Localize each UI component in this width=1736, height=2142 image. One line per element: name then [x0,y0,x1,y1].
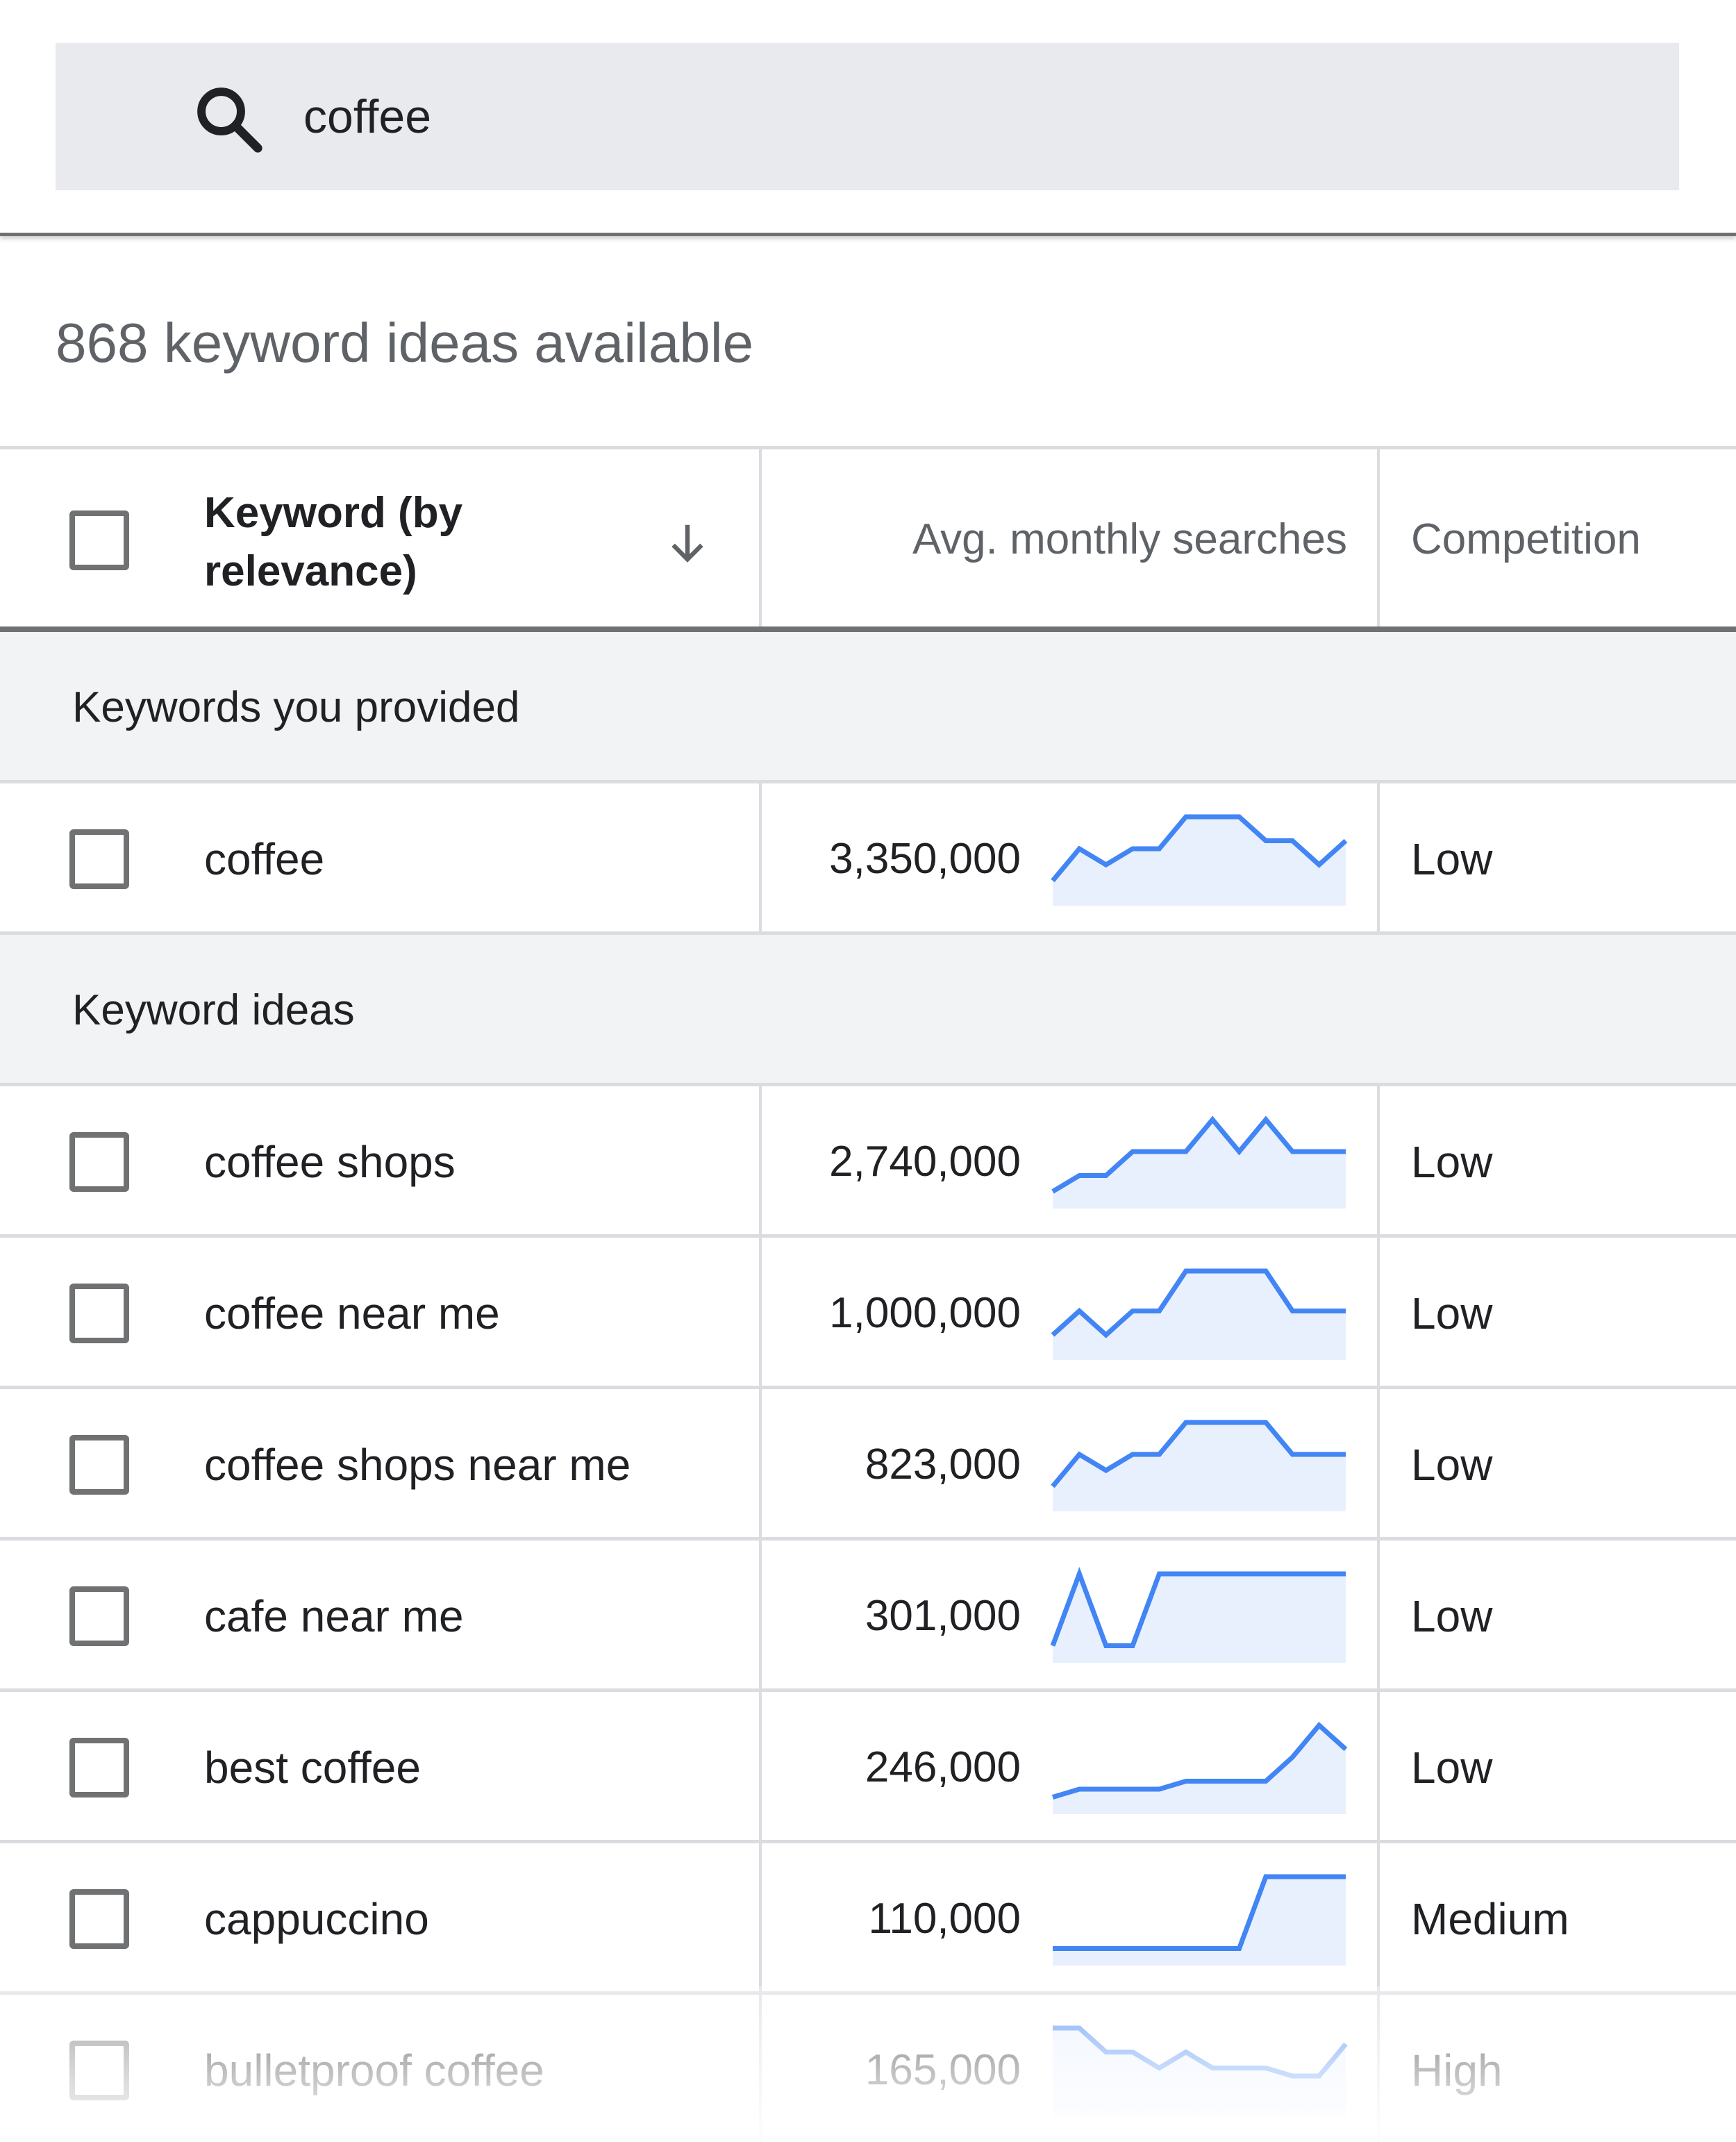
trend-area [1053,1574,1346,1663]
competition-cell: Low [1411,1137,1493,1187]
avg-monthly-searches-header[interactable]: Avg. monthly searches [912,515,1347,563]
trend-line [1053,1874,1346,1951]
keyword-cell: coffee [204,834,325,884]
avg-monthly-searches-cell: 1,000,000 [829,1289,1021,1337]
trend-line [1050,1567,1346,1648]
keyword-cell: coffee near me [204,1288,500,1338]
column-divider [1377,1238,1380,1386]
competition-header[interactable]: Competition [1411,515,1641,563]
column-divider [1377,449,1380,626]
avg-monthly-searches-cell: 2,740,000 [829,1138,1021,1186]
table-row[interactable]: bulletproof coffee 165,000 High [0,1995,1736,2142]
avg-monthly-searches-cell: 3,350,000 [829,835,1021,883]
table-header: Keyword (by relevance) Avg. monthly sear… [0,446,1736,632]
table-row[interactable]: coffee shops near me 823,000 Low [0,1389,1736,1541]
select-all-checkbox[interactable] [69,510,129,570]
trend-line [1051,1268,1346,1338]
trend-sparkline [1051,1721,1348,1814]
keyword-ideas-count: 868 keyword ideas available [56,312,754,374]
row-checkbox[interactable] [69,1132,129,1192]
section-keywords-provided: Keywords you provided [0,632,1736,783]
column-divider [759,1843,762,1991]
trend-area [1053,1877,1346,1966]
keyword-cell: bulletproof coffee [204,2045,544,2095]
keyword-cell: cappuccino [204,1894,429,1944]
column-divider [1377,1995,1380,2142]
column-divider [1377,1389,1380,1537]
competition-cell: Low [1411,1440,1493,1490]
trend-area [1053,1120,1346,1209]
table-row[interactable]: cappuccino 110,000 Medium [0,1843,1736,1995]
keyword-cell: coffee shops [204,1137,456,1187]
keyword-cell: cafe near me [204,1591,464,1641]
trend-area [1053,1422,1346,1511]
trend-sparkline [1051,1115,1346,1209]
row-checkbox[interactable] [69,1889,129,1949]
section-label: Keywords you provided [72,683,520,731]
trend-line [1051,1420,1346,1488]
table-row[interactable]: coffee 3,350,000 Low [0,783,1736,935]
avg-monthly-searches-cell: 246,000 [865,1743,1021,1791]
column-divider [759,1692,762,1840]
column-divider [759,1541,762,1688]
column-divider [1377,783,1380,931]
column-divider [759,1086,762,1234]
column-divider [759,1995,762,2142]
trend-sparkline [1051,1420,1346,1511]
search-field[interactable]: coffee [56,43,1679,190]
row-checkbox[interactable] [69,1738,129,1798]
row-checkbox[interactable] [69,1284,129,1343]
sort-arrow-down-icon[interactable] [663,519,712,567]
section-label: Keyword ideas [72,986,355,1034]
trend-sparkline [1050,1567,1346,1663]
avg-monthly-searches-cell: 110,000 [868,1895,1021,1943]
competition-cell: Low [1411,834,1493,884]
column-divider [1377,1843,1380,1991]
competition-cell: Medium [1411,1894,1569,1944]
trend-line [1051,1721,1348,1800]
table-row[interactable]: coffee shops 2,740,000 Low [0,1086,1736,1238]
row-checkbox[interactable] [69,829,129,889]
avg-monthly-searches-cell: 165,000 [865,2046,1021,2094]
keyword-cell: coffee shops near me [204,1440,631,1490]
column-divider [1377,1086,1380,1234]
row-checkbox[interactable] [69,2041,129,2100]
competition-cell: Low [1411,1743,1493,1793]
trend-sparkline [1053,1874,1346,1966]
column-divider [1377,1692,1380,1840]
trend-sparkline [1051,814,1348,906]
competition-cell: High [1411,2045,1503,2095]
column-divider [759,1238,762,1386]
keyword-column-header[interactable]: Keyword (by relevance) [204,489,463,595]
column-divider [759,449,762,626]
trend-line [1051,814,1348,883]
column-divider [759,783,762,931]
search-icon[interactable] [191,81,267,158]
column-divider [1377,1541,1380,1688]
keyword-cell: best coffee [204,1743,421,1793]
row-checkbox[interactable] [69,1435,129,1495]
trend-area [1053,1725,1346,1814]
trend-sparkline [1051,1268,1346,1360]
competition-cell: Low [1411,1591,1493,1641]
avg-monthly-searches-cell: 823,000 [865,1441,1021,1488]
row-checkbox[interactable] [69,1586,129,1646]
trend-sparkline [1053,2025,1348,2117]
trend-line [1051,1115,1346,1194]
trend-area [1053,817,1346,906]
table-row[interactable]: cafe near me 301,000 Low [0,1541,1736,1692]
keyword-table: Keyword (by relevance) Avg. monthly sear… [0,446,1736,2142]
table-row[interactable]: coffee near me 1,000,000 Low [0,1238,1736,1389]
trend-area [1053,1271,1346,1360]
section-keyword-ideas: Keyword ideas [0,935,1736,1086]
table-row[interactable]: best coffee 246,000 Low [0,1692,1736,1843]
search-input[interactable]: coffee [303,90,432,143]
top-bar: coffee [0,0,1736,236]
competition-cell: Low [1411,1288,1493,1338]
avg-monthly-searches-cell: 301,000 [865,1592,1021,1640]
column-divider [759,1389,762,1537]
